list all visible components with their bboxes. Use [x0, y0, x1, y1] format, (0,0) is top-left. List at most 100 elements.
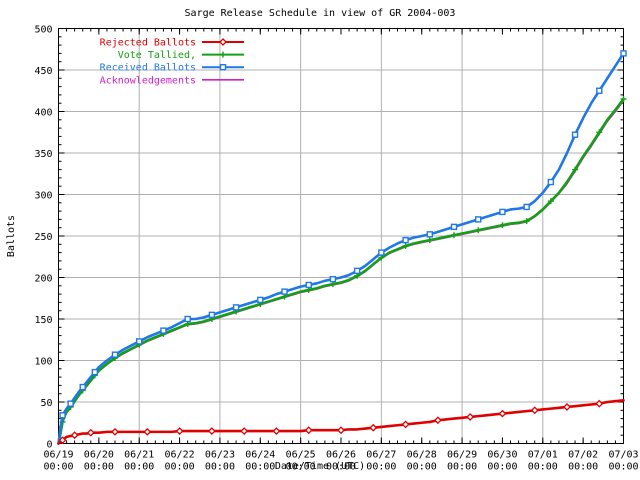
data-marker-diamond	[595, 399, 604, 408]
x-tick-label-time: 00:00	[205, 462, 235, 473]
data-marker-square	[208, 311, 216, 319]
y-tick-label: 250	[34, 232, 52, 243]
x-tick-label-date: 06/29	[447, 450, 477, 461]
data-marker-square	[305, 281, 312, 289]
data-marker-square	[402, 236, 409, 244]
data-marker-square	[136, 338, 143, 345]
data-marker-square	[160, 327, 167, 334]
data-marker-square	[329, 275, 337, 283]
x-tick-label-date: 07/02	[568, 450, 598, 461]
data-marker-diamond	[272, 427, 281, 435]
x-tick-label-time: 00:00	[286, 462, 316, 473]
data-marker-diamond	[240, 427, 249, 435]
legend-label: Rejected Ballots	[100, 38, 196, 49]
data-marker-diamond	[466, 413, 475, 421]
series-line	[57, 97, 625, 445]
data-marker-diamond	[70, 431, 79, 440]
data-marker-square	[353, 267, 361, 275]
y-tick-label: 100	[34, 357, 52, 368]
data-marker-square	[91, 368, 99, 376]
series-line	[57, 399, 625, 445]
x-tick-label-date: 06/20	[84, 450, 114, 461]
y-tick-label: 450	[34, 66, 52, 77]
data-marker-square	[475, 216, 482, 223]
data-marker-square	[450, 223, 458, 231]
y-tick-label: 200	[34, 274, 52, 285]
x-tick-label-time: 00:00	[568, 462, 598, 473]
y-tick-label: 150	[34, 315, 52, 326]
data-marker-square	[378, 249, 385, 256]
data-marker-diamond	[175, 427, 184, 435]
data-marker-diamond	[563, 403, 571, 411]
data-marker-square	[281, 288, 288, 295]
x-tick-label-date: 06/25	[286, 450, 316, 461]
data-marker-square	[596, 87, 603, 94]
x-tick-label-time: 00:00	[407, 462, 437, 473]
y-tick-label: 300	[34, 191, 52, 202]
x-tick-label-date: 06/23	[205, 450, 235, 461]
y-tick-label: 500	[34, 25, 52, 36]
data-marker-square	[571, 131, 579, 138]
chart-title: Sarge Release Schedule in view of GR 200…	[185, 8, 456, 19]
data-marker-square	[523, 203, 530, 211]
x-tick-label-time: 00:00	[608, 462, 638, 473]
x-tick-label-time: 00:00	[528, 462, 558, 473]
data-marker-diamond	[498, 409, 507, 418]
data-marker-diamond	[207, 427, 216, 435]
legend-label: Received Ballots	[100, 63, 196, 74]
y-tick-label: 0	[46, 440, 52, 451]
data-marker-square	[547, 178, 555, 186]
data-marker-diamond	[401, 420, 410, 429]
x-tick-label-time: 00:00	[447, 462, 477, 473]
data-marker-square	[426, 231, 433, 238]
data-marker-diamond	[433, 416, 442, 425]
x-tick-label-date: 06/19	[43, 450, 73, 461]
x-tick-label-date: 06/30	[487, 450, 517, 461]
y-axis-label: Ballots	[6, 215, 17, 257]
data-marker-square	[184, 315, 191, 323]
x-tick-label-date: 06/24	[245, 450, 275, 461]
data-marker-diamond	[530, 406, 539, 415]
data-marker-diamond	[86, 428, 95, 437]
data-marker-diamond	[304, 426, 313, 435]
x-tick-label-date: 06/26	[326, 450, 356, 461]
x-tick-label-date: 06/28	[407, 450, 437, 461]
x-tick-label-time: 00:00	[245, 462, 275, 473]
x-tick-label-time: 00:00	[487, 462, 517, 473]
x-axis-label: Date/Time (UTC)	[275, 461, 365, 472]
data-marker-square	[79, 383, 86, 391]
data-marker-square	[111, 351, 119, 358]
data-marker-diamond	[219, 38, 227, 46]
x-tick-label-time: 00:00	[124, 462, 154, 473]
x-tick-label-time: 00:00	[165, 462, 195, 473]
data-marker-square	[620, 50, 627, 57]
x-tick-label-date: 06/22	[165, 450, 195, 461]
x-tick-label-time: 00:00	[326, 462, 356, 473]
x-tick-label-time: 00:00	[366, 462, 396, 473]
x-tick-label-date: 07/03	[608, 450, 638, 461]
data-marker-diamond	[143, 427, 152, 436]
y-tick-label: 350	[34, 149, 52, 160]
data-marker-square	[499, 208, 506, 216]
x-tick-label-date: 06/21	[124, 450, 154, 461]
data-marker-diamond	[337, 426, 345, 435]
series-line	[57, 52, 625, 445]
x-tick-label-time: 00:00	[84, 462, 114, 473]
data-marker-diamond	[58, 436, 67, 445]
data-marker-square	[232, 304, 240, 311]
legend-label: Vote Tallied,	[118, 50, 196, 61]
data-marker-square	[219, 63, 227, 71]
x-tick-label-date: 06/27	[366, 450, 396, 461]
y-tick-label: 400	[34, 108, 52, 119]
legend-label: Acknowledgements	[100, 75, 196, 86]
data-marker-square	[67, 400, 74, 407]
data-marker-square	[257, 296, 264, 304]
data-marker-diamond	[111, 427, 119, 436]
data-marker-diamond	[369, 423, 378, 432]
data-marker-square	[59, 412, 66, 419]
x-tick-label-date: 07/01	[528, 450, 558, 461]
x-tick-label-time: 00:00	[43, 462, 73, 473]
y-tick-label: 50	[40, 398, 52, 409]
